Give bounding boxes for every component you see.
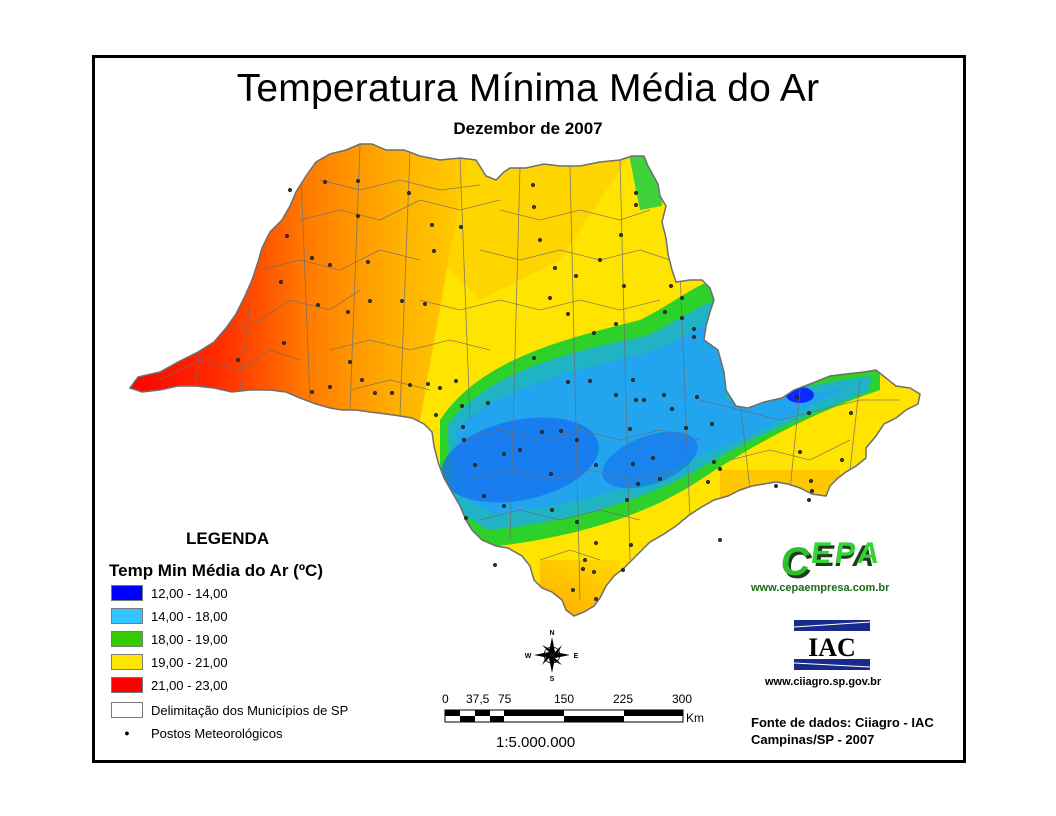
scale-bar (444, 709, 684, 723)
source-line-1: Fonte de dados: Ciiagro - IAC (751, 715, 934, 730)
data-source: Fonte de dados: Ciiagro - IAC Campinas/S… (751, 714, 934, 748)
scale-tick: 37,5 (466, 692, 490, 706)
scale-tick: 150 (554, 692, 575, 706)
iac-logo: IAC (793, 620, 871, 670)
legend-item: 14,00 - 18,00 (111, 607, 228, 625)
swatch-18-19 (111, 631, 143, 647)
legend-title: LEGENDA (186, 529, 270, 548)
source-line-2: Campinas/SP - 2007 (751, 732, 875, 747)
legend-item: 12,00 - 14,00 (111, 584, 228, 602)
legend-item: Delimitação dos Municípios de SP (111, 701, 348, 719)
svg-text:E: E (574, 653, 579, 660)
legend-subtitle: Temp Min Média do Ar (ºC) (109, 561, 323, 580)
map-frame (92, 55, 966, 763)
scale-tick: 300 (672, 692, 693, 706)
municipal-boundaries (159, 144, 900, 601)
weather-stations (235, 178, 854, 602)
station-dot-icon: ● (124, 728, 130, 738)
map-subtitle: Dezembor de 2007 (453, 119, 603, 138)
legend-item: 21,00 - 23,00 (111, 676, 228, 694)
svg-text:N: N (549, 630, 554, 637)
scale-tick: 225 (613, 692, 634, 706)
swatch-21-23 (111, 677, 143, 693)
ciiagro-url: www.ciiagro.sp.gov.br (765, 676, 882, 688)
svg-text:IAC: IAC (808, 633, 856, 662)
cepa-url: www.cepaempresa.com.br (751, 582, 890, 594)
scale-ratio: 1:5.000.000 (496, 734, 576, 751)
svg-text:C: C (778, 539, 813, 584)
cepa-logo: C C EPA EPA (778, 537, 882, 587)
scale-unit: Km (686, 711, 704, 725)
legend-item: 18,00 - 19,00 (111, 630, 228, 648)
swatch-14-18 (111, 608, 143, 624)
legend-item: 19,00 - 21,00 (111, 653, 228, 671)
svg-text:S: S (550, 676, 555, 683)
compass-rose-icon: N S E W (525, 630, 579, 683)
scale-tick: 75 (498, 692, 512, 706)
swatch-12-14 (111, 585, 143, 601)
svg-text:EPA: EPA (812, 540, 876, 573)
map-title: Temperatura Mínima Média do Ar (236, 67, 820, 110)
swatch-19-21 (111, 654, 143, 670)
swatch-boundaries (111, 702, 143, 718)
svg-text:C: C (781, 542, 816, 587)
legend-item: ● Postos Meteorológicos (111, 724, 282, 742)
svg-text:EPA: EPA (809, 537, 882, 570)
svg-text:W: W (525, 653, 532, 660)
scale-tick: 0 (442, 692, 449, 706)
